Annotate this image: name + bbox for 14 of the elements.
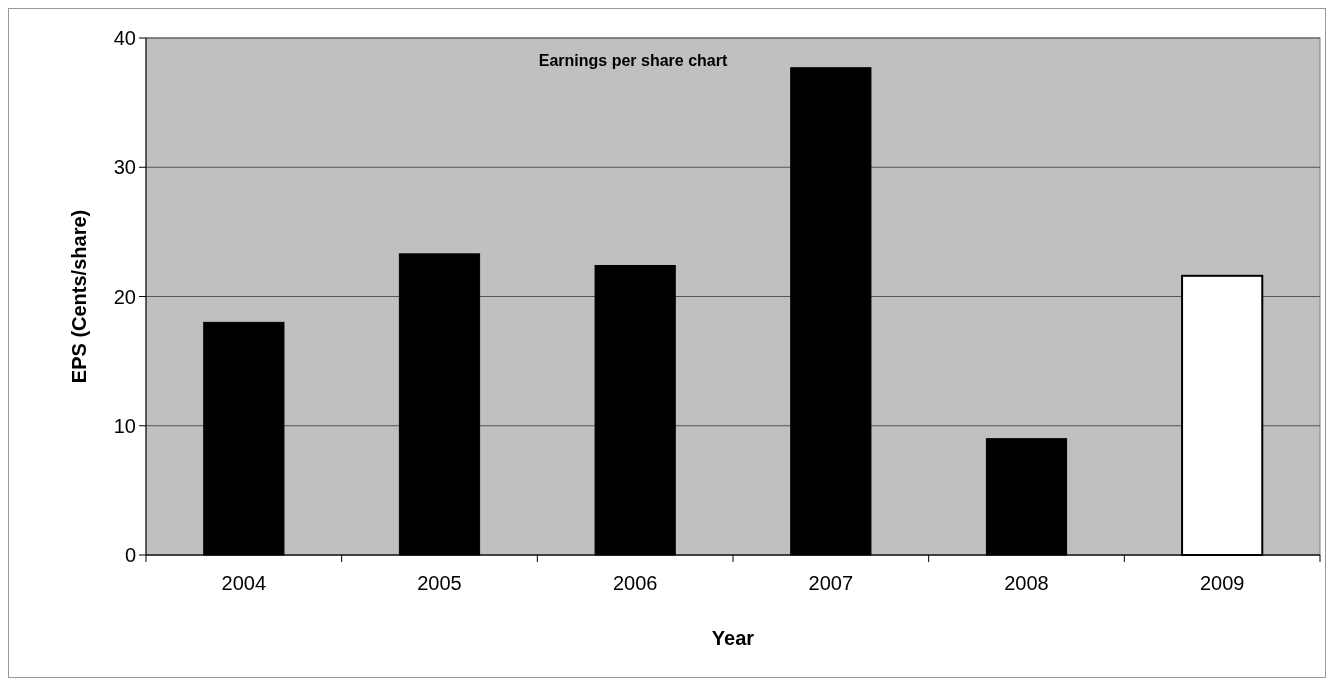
y-tick-label: 20 <box>113 285 136 308</box>
y-tick-label: 0 <box>124 544 136 566</box>
x-tick-label: 2005 <box>417 572 462 594</box>
text: Earnings per share chart <box>538 52 728 69</box>
x-tick-label: 2006 <box>612 572 658 594</box>
y-tick-label: 30 <box>113 156 136 179</box>
x-axis-title: Year <box>711 627 755 649</box>
x-tick-label: 2008 <box>1004 572 1049 594</box>
x-tick-label: 2007 <box>808 572 854 594</box>
x-tick-label: 2004 <box>221 572 267 594</box>
y-axis-title: EPS (Cents/share) <box>68 209 90 384</box>
y-tick-label: 10 <box>113 414 136 437</box>
x-tick-label: 2009 <box>1199 572 1245 594</box>
y-tick-label: 40 <box>113 27 136 49</box>
